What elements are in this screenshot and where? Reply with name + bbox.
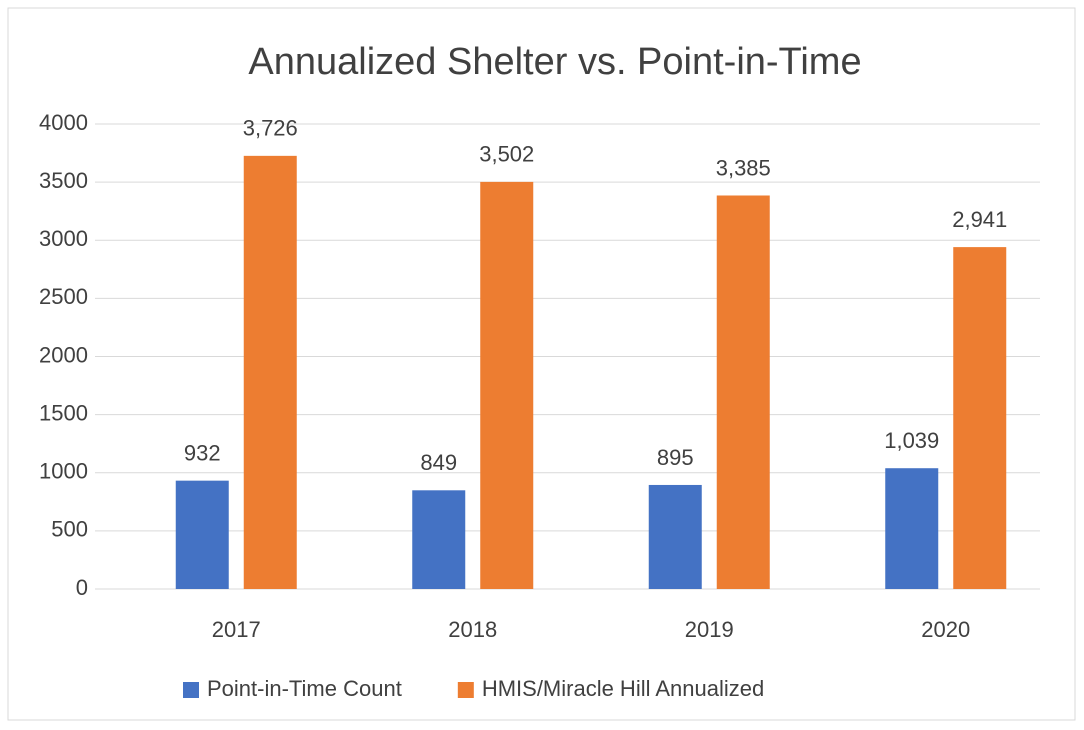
value-label: 3,385 — [716, 155, 771, 180]
bar — [412, 490, 466, 589]
bar — [175, 480, 229, 589]
y-tick-label: 0 — [76, 575, 88, 600]
bar — [243, 155, 297, 590]
y-tick-label: 3000 — [39, 226, 88, 251]
legend-label: HMIS/Miracle Hill Annualized — [482, 676, 764, 701]
value-label: 3,502 — [479, 142, 534, 167]
x-tick-label: 2020 — [921, 617, 970, 642]
value-label: 3,726 — [243, 116, 298, 141]
y-tick-label: 500 — [51, 517, 88, 542]
bar — [480, 181, 534, 589]
y-tick-label: 1500 — [39, 400, 88, 425]
y-tick-label: 3500 — [39, 168, 88, 193]
legend-swatch — [457, 682, 474, 698]
bar — [716, 195, 770, 589]
value-label: 895 — [657, 445, 694, 470]
bar — [648, 484, 702, 589]
bar — [885, 468, 939, 589]
y-tick-label: 2500 — [39, 284, 88, 309]
legend-label: Point-in-Time Count — [207, 676, 402, 701]
legend-swatch — [183, 682, 199, 698]
y-tick-label: 1000 — [39, 459, 88, 484]
value-label: 932 — [184, 440, 221, 465]
y-tick-label: 4000 — [39, 110, 88, 135]
value-label: 2,941 — [952, 207, 1007, 232]
y-tick-label: 2000 — [39, 342, 88, 367]
value-label: 849 — [420, 450, 457, 475]
x-tick-label: 2019 — [685, 617, 734, 642]
x-tick-label: 2018 — [448, 617, 497, 642]
value-label: 1,039 — [884, 428, 939, 453]
chart-border — [7, 7, 1076, 721]
bar — [953, 247, 1007, 589]
chart-title: Annualized Shelter vs. Point-in-Time — [248, 41, 861, 83]
x-tick-label: 2017 — [212, 617, 261, 642]
